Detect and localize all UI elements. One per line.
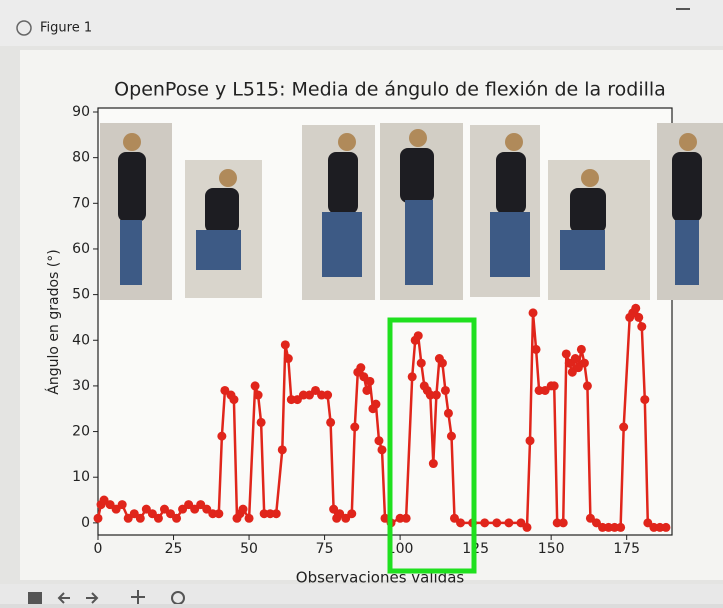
data-point [522,522,532,532]
y-axis-label: Ángulo en grados (°) [45,249,62,394]
data-point [217,431,227,441]
data-point [640,395,650,405]
data-point [244,513,254,523]
data-point [561,349,571,359]
data-point [135,513,145,523]
x-tick-label: 100 [387,541,414,557]
data-point [431,390,441,400]
data-point [446,431,456,441]
x-tick-label: 75 [316,541,334,557]
data-point [440,385,450,395]
y-tick-label: 10 [72,469,90,485]
data-point [350,422,360,432]
data-point [377,445,387,455]
data-point [661,522,671,532]
y-tick-label: 30 [72,378,90,394]
data-point [256,417,266,427]
x-tick-label: 175 [613,541,640,557]
photo [657,123,723,300]
data-point [549,381,559,391]
data-point [428,459,438,469]
data-point [371,399,381,409]
photo [185,160,262,298]
data-point [238,504,248,514]
data-point [619,422,629,432]
data-point [253,390,263,400]
data-point [172,513,182,523]
data-point [570,354,580,364]
x-tick-label: 150 [538,541,565,557]
chart-title: OpenPose y L515: Media de ángulo de flex… [114,79,666,101]
highlight-box [387,317,477,574]
y-tick-label: 80 [72,150,90,166]
data-point [326,417,336,427]
data-point [117,500,127,510]
data-point [558,518,568,528]
y-tick-label: 70 [72,195,90,211]
back-button[interactable] [57,592,70,604]
window-title: Figure 1 [40,21,92,36]
data-point [504,518,514,528]
photo [548,160,650,300]
y-tick-label: 60 [72,241,90,257]
data-point [437,358,447,368]
data-point [323,390,333,400]
data-point [616,522,626,532]
data-point [362,385,372,395]
toolbar [0,584,723,605]
photo [100,123,172,300]
data-point [153,513,163,523]
data-point [637,322,647,332]
data-point [347,509,357,519]
data-point [401,513,411,523]
data-point [280,340,290,350]
data-point [214,509,224,519]
data-point [492,518,502,528]
x-tick-label: 0 [94,541,103,557]
y-tick-label: 20 [72,424,90,440]
y-tick-label: 40 [72,332,90,348]
data-point [229,395,239,405]
forward-button[interactable] [86,592,99,604]
data-point [480,518,490,528]
y-tick-label: 0 [81,515,90,531]
y-tick-label: 90 [72,104,90,120]
x-tick-label: 50 [240,541,258,557]
data-point [407,372,417,382]
data-point [528,308,538,318]
data-point [525,436,535,446]
data-point [93,513,103,523]
data-point [579,358,589,368]
data-point [250,381,260,391]
minimize-button[interactable] [676,8,690,10]
data-point [356,363,366,373]
data-point [634,312,644,322]
photo [302,125,375,300]
app-icon [16,20,32,36]
data-point [413,331,423,341]
data-point [443,408,453,418]
x-tick-label: 25 [165,541,183,557]
data-point [582,381,592,391]
home-button[interactable] [28,592,42,604]
data-point [277,445,287,455]
data-point [456,518,466,528]
photo [380,123,463,300]
title-bar [0,0,723,46]
photo [470,125,540,297]
data-point [365,376,375,386]
pan-button[interactable] [131,590,145,604]
data-point [531,344,541,354]
data-point [283,354,293,364]
data-point [631,303,641,313]
data-point [416,358,426,368]
photos [100,123,723,300]
y-tick-label: 50 [72,287,90,303]
data-point [576,344,586,354]
data-point [271,509,281,519]
data-point [374,436,384,446]
